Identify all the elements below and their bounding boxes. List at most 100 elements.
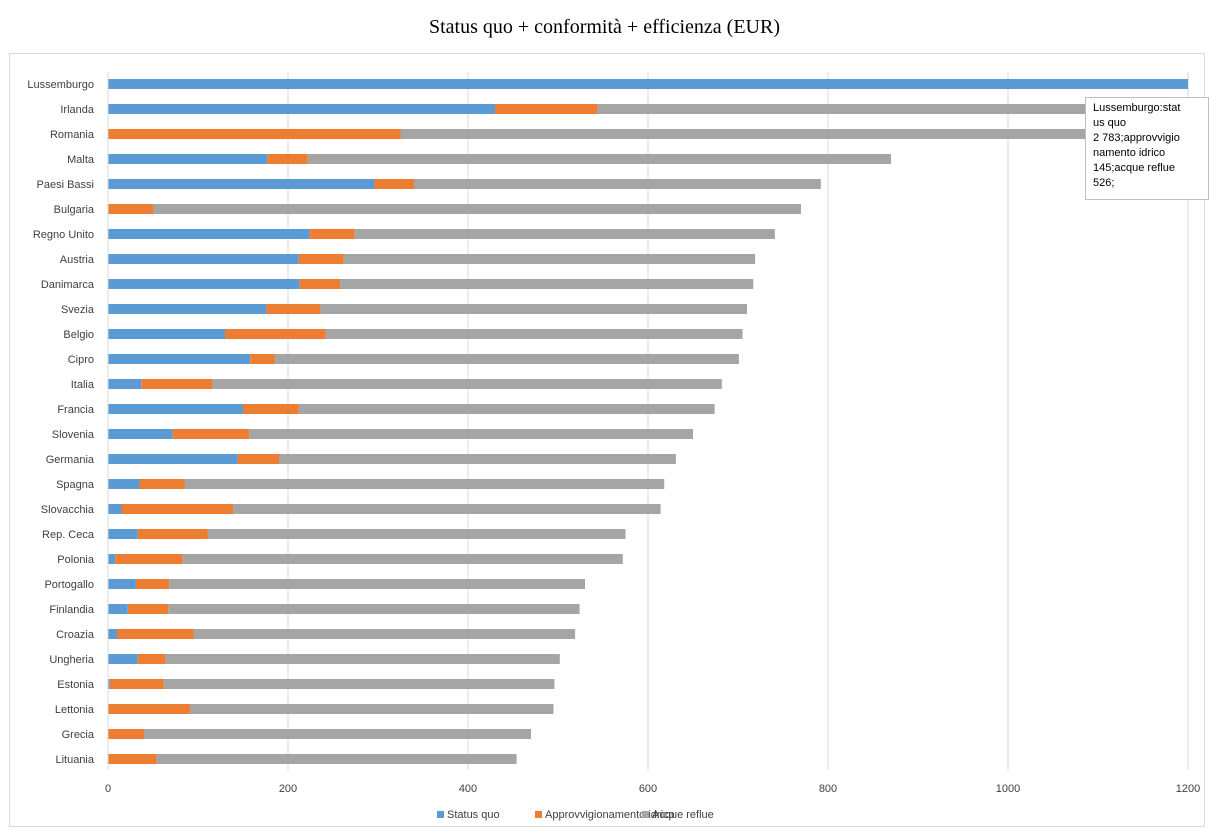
bar-segment: [182, 554, 623, 564]
bar-segment: [184, 479, 665, 489]
bar-segment: [108, 404, 243, 414]
legend-swatch: [535, 811, 542, 818]
bar-segment: [343, 254, 756, 264]
category-label: Cipro: [68, 354, 94, 366]
bar-segment: [108, 504, 122, 514]
bar-segment: [354, 229, 775, 239]
bar-segment: [137, 529, 208, 539]
x-tick-label: 0: [105, 783, 111, 795]
bar-segment: [340, 279, 754, 289]
tooltip-line: 145;acque reflue: [1093, 162, 1175, 174]
bar-segment: [414, 179, 821, 189]
bar-segment: [108, 654, 138, 664]
bar-segment: [108, 304, 267, 314]
bar-segment: [153, 204, 801, 214]
bar-segment: [250, 354, 275, 364]
category-label: Regno Unito: [33, 229, 94, 241]
bar-segment: [108, 629, 117, 639]
legend-swatch: [642, 811, 649, 818]
bar-segment: [307, 154, 891, 164]
category-label: Danimarca: [41, 279, 95, 291]
bar-segment: [225, 329, 326, 339]
legend-label: Status quo: [447, 809, 500, 821]
bar-segment: [137, 654, 166, 664]
bar-segment: [243, 404, 299, 414]
category-label: Lituania: [55, 754, 94, 766]
category-label: Grecia: [62, 729, 95, 741]
bar-segment: [108, 204, 153, 214]
data-tooltip: Lussemburgo:stat us quo 2 783;approvvigi…: [1085, 97, 1209, 200]
bar-segment: [189, 704, 554, 714]
bar-segment: [168, 604, 580, 614]
bar-segment: [267, 154, 308, 164]
bar-segment: [108, 454, 238, 464]
bar-segment: [212, 379, 722, 389]
bar-segment: [108, 329, 225, 339]
bar-segment: [266, 304, 321, 314]
bar-segment: [169, 579, 585, 589]
bar-segment: [495, 104, 598, 114]
bar-segment: [108, 429, 173, 439]
bar-segment: [156, 754, 517, 764]
bar-segment: [249, 429, 694, 439]
category-label: Spagna: [56, 479, 95, 491]
chart-title: Status quo + conformità + efficienza (EU…: [429, 16, 780, 38]
bar-segment: [108, 579, 136, 589]
tooltip-line: 2 783;approvvigio: [1093, 132, 1180, 144]
category-label: Bulgaria: [54, 204, 95, 216]
bar-segment: [207, 529, 626, 539]
tooltip-line: Lussemburgo:stat: [1093, 102, 1181, 114]
bar-segment: [108, 104, 495, 114]
bar-segment: [121, 504, 234, 514]
bar-segment: [597, 104, 1107, 114]
bar-segment: [165, 654, 560, 664]
bar-segment: [108, 754, 157, 764]
x-tick-label: 1200: [1176, 783, 1200, 795]
bar-segment: [108, 554, 116, 564]
bar-segment: [309, 229, 355, 239]
bar-segment: [172, 429, 250, 439]
bar-segment: [135, 579, 170, 589]
bar-segment: [233, 504, 661, 514]
category-label: Croazia: [56, 629, 95, 641]
category-label: Paesi Bassi: [37, 179, 94, 191]
category-label: Romania: [50, 129, 95, 141]
bar-segment: [274, 354, 739, 364]
bar-segment: [108, 354, 251, 364]
bar-segment: [139, 479, 185, 489]
category-label: Rep. Ceca: [42, 529, 95, 541]
category-label: Italia: [71, 379, 95, 391]
tooltip-line: 526;: [1093, 177, 1115, 189]
bar-segment: [141, 379, 213, 389]
bar-segment: [144, 729, 531, 739]
chart-area: [9, 53, 1205, 827]
bar-segment: [279, 454, 676, 464]
category-label: Slovenia: [52, 429, 95, 441]
category-label: Belgio: [63, 329, 94, 341]
legend-swatch: [437, 811, 444, 818]
bar-segment: [163, 679, 555, 689]
bar-segment: [108, 479, 140, 489]
x-tick-label: 800: [819, 783, 837, 795]
bar-segment: [127, 604, 169, 614]
bar-segment: [108, 529, 138, 539]
category-label: Irlanda: [60, 104, 95, 116]
category-label: Estonia: [57, 679, 95, 691]
category-label: Slovacchia: [41, 504, 95, 516]
legend-label: Acque reflue: [652, 809, 714, 821]
tooltip-line: us quo: [1093, 117, 1127, 129]
category-label: Svezia: [61, 304, 95, 316]
bar-segment: [108, 179, 375, 189]
bar-segment: [298, 254, 344, 264]
bar-segment: [298, 404, 715, 414]
category-label: Malta: [67, 154, 95, 166]
bar-segment: [374, 179, 414, 189]
x-tick-label: 1000: [996, 783, 1020, 795]
bar-segment: [115, 554, 183, 564]
category-label: Germania: [46, 454, 95, 466]
bar-segment: [108, 229, 310, 239]
bar-segment: [108, 729, 144, 739]
bar-segment: [108, 154, 268, 164]
category-label: Finlandia: [49, 604, 95, 616]
